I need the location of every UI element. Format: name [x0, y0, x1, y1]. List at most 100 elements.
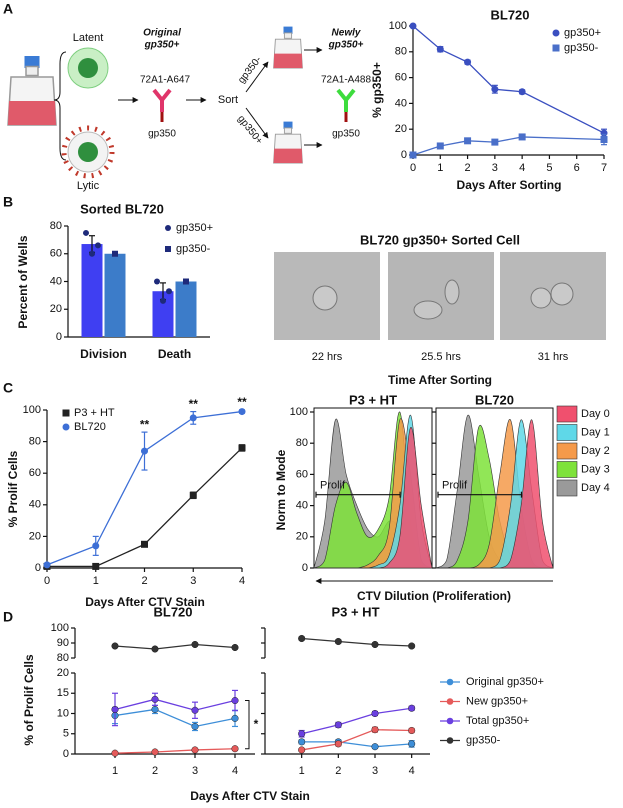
branch-label: gp350- [236, 54, 264, 85]
marker [111, 642, 119, 650]
x-tick-label: 6 [574, 162, 580, 174]
original-label: Original [143, 28, 181, 39]
legend-swatch [556, 424, 578, 441]
antibody [336, 88, 356, 112]
y-tick-label: 20 [29, 530, 41, 542]
virions [61, 125, 115, 179]
legend-marker [446, 717, 454, 725]
marker [238, 408, 246, 416]
marker [231, 745, 239, 753]
marker [371, 640, 379, 649]
panel-title: BL720 [475, 392, 514, 407]
branch-label: gp350+ [235, 113, 264, 146]
marker [95, 242, 101, 249]
chart-title: BL720 [490, 7, 529, 22]
antibody-label: 72A1-A647 [140, 75, 190, 86]
y-axis-label: % Prolif Cells [6, 450, 20, 527]
y-tick-label: 5 [63, 728, 69, 740]
marker [518, 133, 526, 141]
y-tick-label: 0 [35, 562, 41, 574]
y-tick-label: 40 [29, 499, 41, 511]
legend-label: P3 + HT [74, 407, 115, 419]
y-tick-label: 60 [296, 468, 308, 480]
antibody [152, 88, 172, 112]
chart-title: Sorted BL720 [80, 201, 164, 216]
marker [408, 704, 416, 712]
cell [312, 285, 338, 311]
marker [191, 640, 199, 649]
marker [111, 749, 119, 757]
arrow [245, 107, 269, 139]
x-tick-label: 1 [437, 162, 443, 174]
marker [231, 643, 239, 652]
marker [189, 491, 197, 499]
panel-label: C [3, 380, 13, 396]
image [388, 252, 494, 340]
x-axis-label: Days After CTV Stain [85, 595, 205, 609]
x-tick-label: 1 [93, 575, 99, 587]
y-tick-label: 100 [290, 406, 308, 418]
newly-label: Newly [332, 28, 361, 39]
nucleus [78, 142, 98, 162]
brace [53, 51, 67, 161]
marker [191, 722, 199, 731]
x-tick-label: 1 [299, 765, 305, 777]
y-tick-label: 20 [57, 667, 69, 679]
x-tick-label: Death [158, 347, 191, 361]
marker [409, 151, 417, 159]
gate-label: Prolif [320, 480, 346, 492]
lytic-label: Lytic [77, 180, 100, 192]
x-axis-label: Days After Sorting [457, 178, 562, 192]
series-line [412, 25, 605, 134]
y-tick-label: 0 [401, 149, 407, 161]
annotation: ** [189, 397, 199, 411]
panel-title: BL720 [153, 604, 192, 619]
legend-label: Day 2 [581, 445, 610, 457]
marker [334, 721, 342, 729]
bar [152, 291, 174, 337]
legend-label: Original gp350+ [466, 676, 544, 688]
y-tick-label: 80 [395, 46, 407, 58]
legend-marker [446, 698, 454, 705]
series-line [114, 708, 236, 728]
marker [298, 730, 306, 738]
frame-label: 31 hrs [538, 351, 569, 363]
series-line [114, 698, 236, 711]
marker [141, 447, 148, 455]
flask [7, 55, 57, 126]
marker [183, 278, 189, 285]
cell [550, 282, 574, 306]
cell [444, 279, 460, 305]
y-tick-label: 0 [302, 562, 308, 574]
flask [273, 121, 303, 164]
marker [191, 706, 199, 714]
marker [89, 250, 95, 257]
series-line [301, 707, 412, 735]
images-xlabel: Time After Sorting [388, 373, 492, 387]
marker [371, 709, 379, 718]
x-tick-label: 2 [465, 162, 471, 174]
marker [408, 740, 416, 748]
y-tick-label: 80 [296, 437, 308, 449]
sort-label: Sort [218, 94, 238, 106]
y-tick-label: 100 [23, 404, 41, 416]
schematic: Latent Lytic Original gp350+ 72A1-A647 g… [7, 26, 371, 192]
y-tick-label: 60 [50, 248, 62, 260]
histogram [436, 419, 554, 569]
marker [464, 137, 472, 145]
marker [334, 740, 342, 748]
x-tick-label: 4 [239, 575, 245, 587]
marker [298, 746, 306, 754]
panel-title: P3 + HT [349, 392, 397, 407]
marker [491, 138, 499, 146]
marker [191, 746, 199, 754]
series-line [114, 643, 236, 650]
series-line [114, 748, 236, 754]
bar [104, 253, 126, 337]
y-tick-label: 20 [395, 123, 407, 135]
marker [112, 250, 118, 257]
marker [408, 642, 416, 650]
panel-label: B [3, 194, 13, 210]
marker [371, 726, 379, 734]
